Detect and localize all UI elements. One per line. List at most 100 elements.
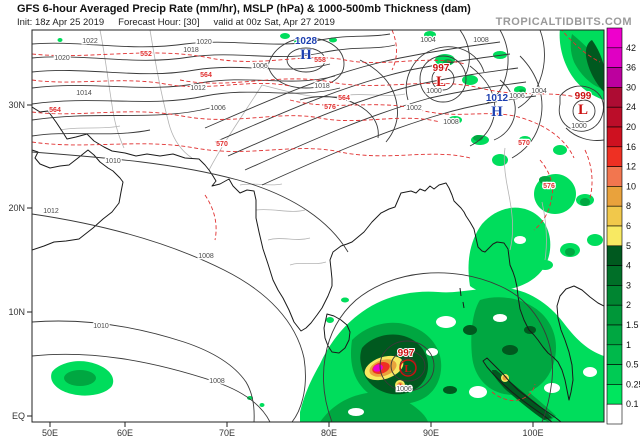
y-axis-label: EQ <box>12 411 25 421</box>
colorbar-segment <box>606 304 623 326</box>
coastlines <box>32 106 604 422</box>
colorbar-tick-label: 36 <box>626 63 636 73</box>
colorbar-tick-label: 30 <box>626 82 636 92</box>
colorbar-tick-label: 10 <box>626 181 636 191</box>
colorbar-segment <box>606 403 623 425</box>
mslp-contour-label: 1012 <box>190 85 206 92</box>
thickness-contour-label: 558 <box>314 57 326 64</box>
mslp-contour-label: 1018 <box>183 47 199 54</box>
mslp-contour-label: 1000 <box>426 88 442 95</box>
contour-labels: 1022102010201018101410121006100610181010… <box>42 36 588 395</box>
mslp-contour-label: 1020 <box>196 39 212 46</box>
chart-subtitle: Init: 18z Apr 25 2019 Forecast Hour: [30]… <box>17 17 349 28</box>
mslp-contour-label: 1014 <box>76 90 92 97</box>
chart-title: GFS 6-hour Averaged Precip Rate (mm/hr),… <box>17 3 471 15</box>
mslp-contour-label: 1008 <box>209 378 225 385</box>
cyclone-symbol <box>399 359 417 377</box>
colorbar-segment <box>606 344 623 365</box>
colorbar-segment <box>606 245 623 266</box>
colorbar-segment <box>606 146 623 167</box>
thickness-contour-label: 564 <box>49 107 61 114</box>
valid-time: valid at 00z Sat, Apr 27 2019 <box>213 17 335 28</box>
init-time: Init: 18z Apr 25 2019 <box>17 17 105 28</box>
y-axis-label: 10N <box>8 307 25 317</box>
thickness-contour-label: 564 <box>338 95 350 102</box>
precip-shading <box>51 30 604 422</box>
svg-text:999: 999 <box>575 91 592 102</box>
precip-colorbar: 42 36 30 24 20 16 12 10 8 6 5 4 3 2 1.5 1 0.5 0.25 0.1 <box>606 27 640 425</box>
colorbar-segment <box>606 205 623 227</box>
y-axis-label: 30N <box>8 100 25 110</box>
low-pressure-center: 997 L <box>397 347 417 377</box>
svg-text:1012: 1012 <box>486 93 509 104</box>
thickness-contour-label: 570 <box>216 141 228 148</box>
forecast-hour: Forecast Hour: [30] <box>118 17 200 28</box>
y-axis-label: 20N <box>8 203 25 213</box>
colorbar-segment <box>606 186 623 207</box>
colorbar-tick-label: 3 <box>626 280 631 290</box>
x-axis-label: 80E <box>321 428 337 438</box>
svg-text:H: H <box>491 104 503 120</box>
colorbar-tick-label: 6 <box>626 221 631 231</box>
svg-text:L: L <box>404 363 411 375</box>
colorbar-segment <box>606 87 623 108</box>
colorbar-tick-label: 0.5 <box>626 360 639 370</box>
svg-text:L: L <box>436 74 446 90</box>
colorbar-segment <box>606 126 623 148</box>
colorbar-segment <box>606 106 623 128</box>
mslp-contour-label: 1000 <box>571 123 587 130</box>
mslp-contour-label: 1006 <box>509 93 525 100</box>
mslp-contour-label: 1006 <box>210 105 226 112</box>
colorbar-tick-label: 1 <box>626 340 631 350</box>
mslp-contour-label: 1008 <box>198 253 214 260</box>
thickness-contour-label: 552 <box>140 51 152 58</box>
mslp-contour-label: 1002 <box>406 105 422 112</box>
thickness-contour-label: 576 <box>324 104 336 111</box>
mslp-contour-label: 1006 <box>396 386 412 393</box>
mslp-contour-label: 1010 <box>105 158 121 165</box>
x-axis-label: 100E <box>522 428 543 438</box>
colorbar-segment <box>606 47 623 68</box>
colorbar-segment <box>606 265 623 286</box>
colorbar-segment <box>606 285 623 306</box>
mslp-contour-label: 1006 <box>252 63 268 70</box>
country-state-borders <box>59 30 547 266</box>
mslp-contour-label: 1012 <box>43 208 59 215</box>
colorbar-segment <box>606 166 623 187</box>
mslp-contour-label: 1020 <box>54 55 70 62</box>
colorbar-segment <box>606 324 623 346</box>
svg-text:1028: 1028 <box>295 36 318 47</box>
colorbar-segment <box>606 225 623 247</box>
thickness-contour-label: 570 <box>518 140 530 147</box>
colorbar-tick-label: 1.5 <box>626 320 639 330</box>
x-axis-label: 50E <box>42 428 58 438</box>
thickness-contour-label: 576 <box>543 183 555 190</box>
colorbar-segment <box>606 67 623 88</box>
mslp-contour-label: 1004 <box>420 37 436 44</box>
colorbar-tick-label: 20 <box>626 122 636 132</box>
colorbar-tick-label: 2 <box>626 300 631 310</box>
colorbar-tick-label: 42 <box>626 43 636 53</box>
thickness-contours <box>32 30 601 401</box>
colorbar-tick-label: 0.25 <box>626 379 640 389</box>
svg-text:H: H <box>300 47 312 63</box>
axes: 50E 60E 70E 80E 90E 100E 30N 20N 10N EQ <box>8 100 543 438</box>
mslp-contour-label: 1022 <box>82 38 98 45</box>
colorbar-segment <box>606 364 623 385</box>
svg-text:997: 997 <box>433 63 450 74</box>
colorbar-segment <box>606 27 623 49</box>
mslp-contour-label: 1008 <box>443 119 459 126</box>
colorbar-tick-label: 0.1 <box>626 399 639 409</box>
x-axis-label: 60E <box>117 428 133 438</box>
watermark: TROPICALTIDBITS.COM <box>495 16 632 28</box>
colorbar-tick-label: 16 <box>626 142 636 152</box>
svg-text:L: L <box>578 102 588 118</box>
svg-text:997: 997 <box>398 348 415 359</box>
x-axis-label: 70E <box>219 428 235 438</box>
